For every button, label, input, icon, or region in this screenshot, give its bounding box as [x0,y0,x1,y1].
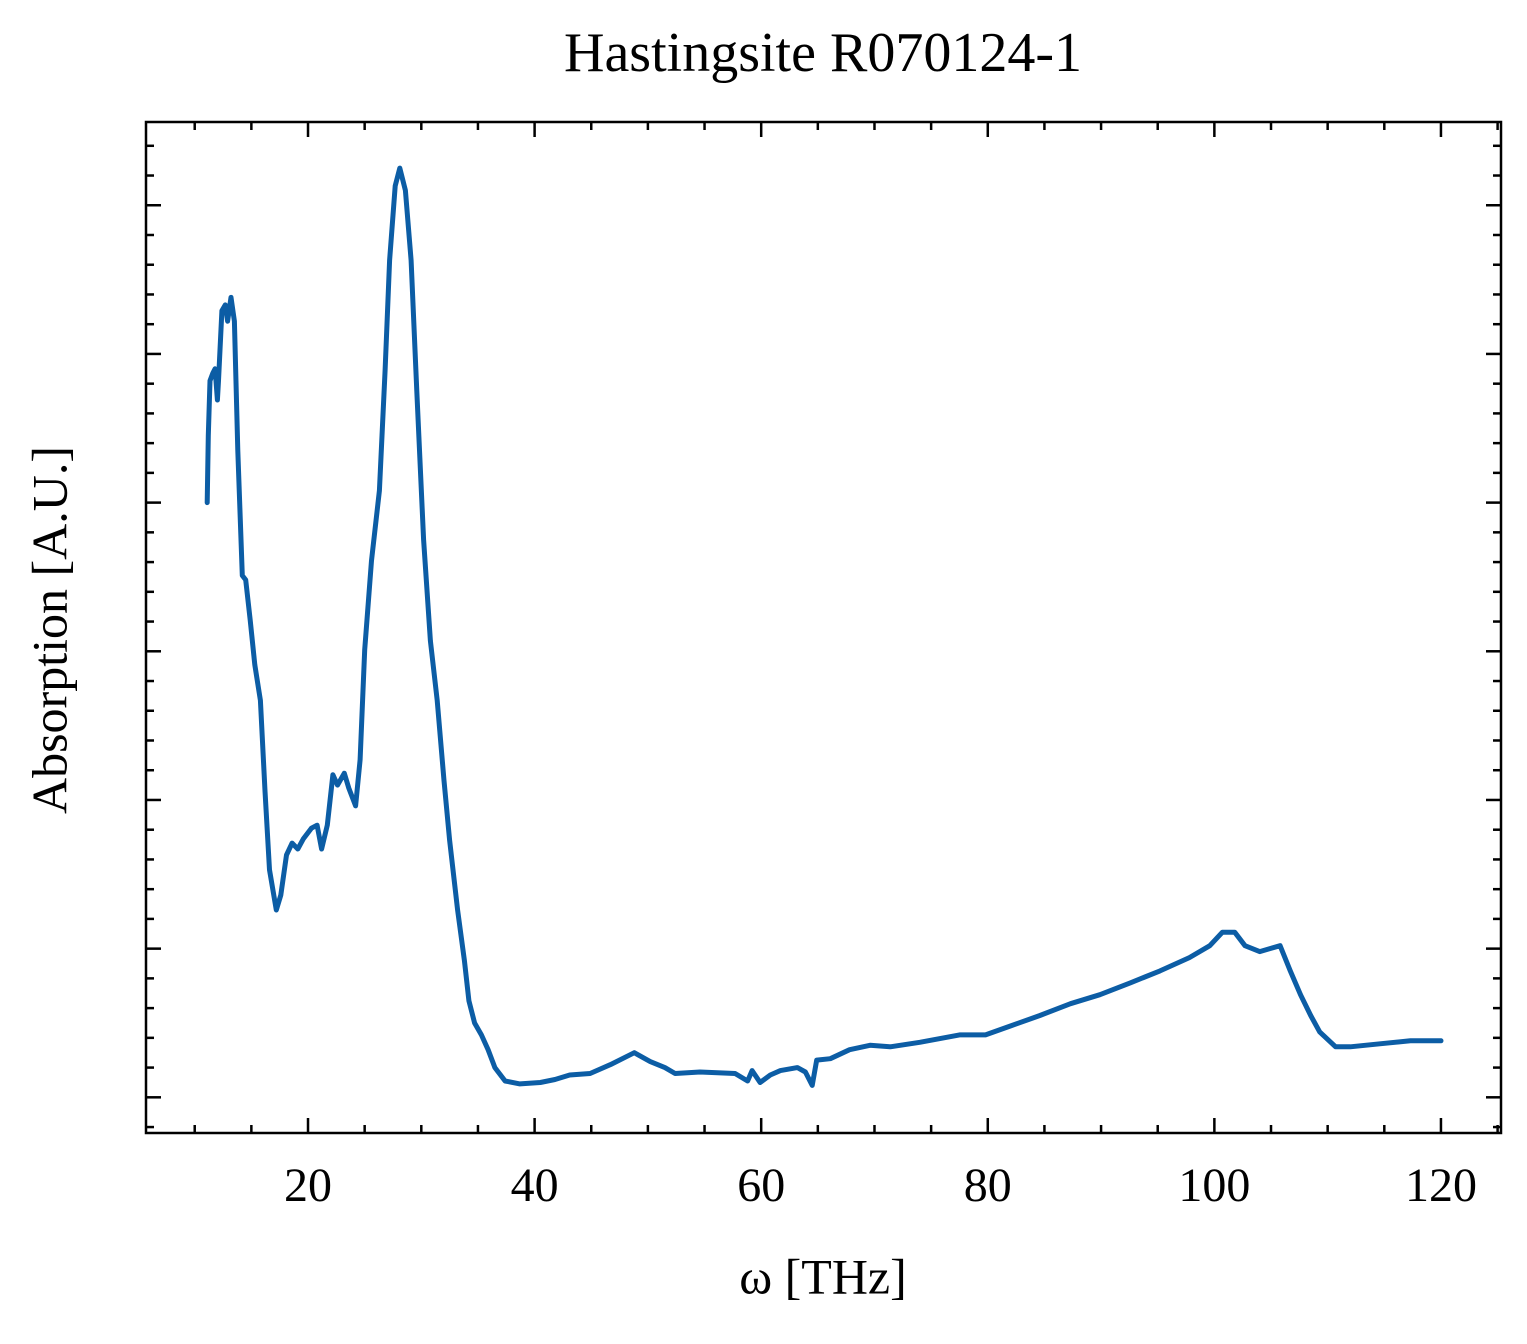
x-tick-label: 20 [284,1159,332,1212]
x-tick-label: 120 [1405,1159,1477,1212]
chart-title: Hastingsite R070124-1 [564,22,1082,84]
data-line [204,165,1444,1088]
x-tick-label: 60 [737,1159,785,1212]
x-tick-label: 100 [1178,1159,1250,1212]
plot-frame [144,120,1503,1135]
x-axis-label: ω [THz] [739,1248,907,1304]
x-tick-label: 80 [964,1159,1012,1212]
y-axis-label: Absorption [A.U.] [21,446,77,814]
x-tick-label: 40 [511,1159,559,1212]
